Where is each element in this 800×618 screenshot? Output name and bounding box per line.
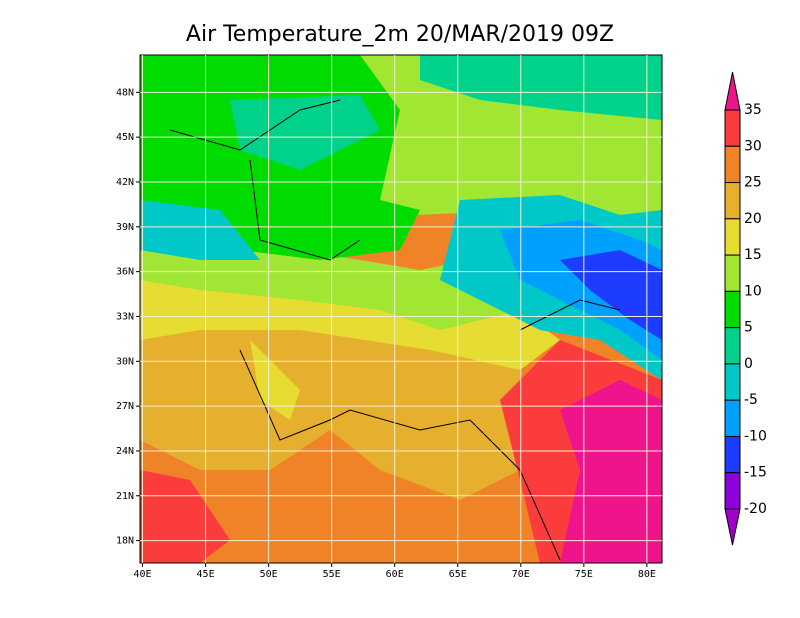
y-tick-label: 39N bbox=[116, 222, 134, 233]
colorbar-swatch bbox=[724, 145, 741, 184]
y-tick-label: 30N bbox=[116, 356, 134, 367]
colorbar-label: -5 bbox=[744, 392, 758, 408]
y-tick-label: 27N bbox=[116, 401, 134, 412]
colorbar-label: 15 bbox=[744, 247, 762, 263]
x-tick-label: 80E bbox=[638, 569, 656, 580]
colorbar-swatch bbox=[724, 182, 741, 220]
colorbar-label: 10 bbox=[744, 283, 762, 299]
x-tick-label: 40E bbox=[133, 569, 151, 580]
colorbar-swatch bbox=[724, 363, 741, 401]
colorbar-label: -20 bbox=[744, 501, 767, 517]
colorbar-label: 20 bbox=[744, 211, 762, 227]
colorbar-swatch bbox=[724, 254, 741, 292]
colorbar-label: 30 bbox=[744, 138, 762, 154]
x-tick-label: 50E bbox=[260, 569, 278, 580]
y-tick-label: 33N bbox=[116, 311, 134, 322]
temperature-field bbox=[140, 55, 662, 563]
colorbar-label: 35 bbox=[744, 102, 762, 118]
x-tick-label: 75E bbox=[575, 569, 593, 580]
colorbar-extend-high bbox=[724, 71, 741, 111]
colorbar-label: 25 bbox=[744, 175, 762, 191]
y-tick-label: 45N bbox=[116, 132, 134, 143]
colorbar-label: 0 bbox=[744, 356, 753, 372]
colorbar-label: -15 bbox=[744, 465, 767, 481]
colorbar-swatch bbox=[724, 472, 741, 510]
x-tick-label: 70E bbox=[512, 569, 530, 580]
y-tick-label: 48N bbox=[116, 87, 134, 98]
title: Air Temperature_2m 20/MAR/2019 09Z bbox=[186, 22, 614, 47]
y-tick-label: 36N bbox=[116, 267, 134, 278]
map-frame bbox=[139, 54, 663, 564]
x-tick-label: 60E bbox=[386, 569, 404, 580]
colorbar-label: 5 bbox=[744, 320, 753, 336]
colorbar-swatch bbox=[724, 435, 741, 474]
y-tick-label: 21N bbox=[116, 491, 134, 502]
colorbar-swatch bbox=[724, 218, 741, 256]
y-tick-label: 42N bbox=[116, 177, 134, 188]
y-tick-label: 18N bbox=[116, 536, 134, 547]
colorbar-swatch bbox=[724, 109, 741, 147]
x-tick-label: 45E bbox=[197, 569, 215, 580]
colorbar-label: -10 bbox=[744, 428, 767, 444]
y-tick-label: 24N bbox=[116, 446, 134, 457]
colorbar-swatch bbox=[724, 399, 741, 437]
x-tick-label: 55E bbox=[323, 569, 341, 580]
x-tick-label: 65E bbox=[449, 569, 467, 580]
colorbar-extend-low bbox=[724, 508, 741, 546]
colorbar-swatch bbox=[724, 327, 741, 365]
colorbar-swatch bbox=[724, 290, 741, 329]
